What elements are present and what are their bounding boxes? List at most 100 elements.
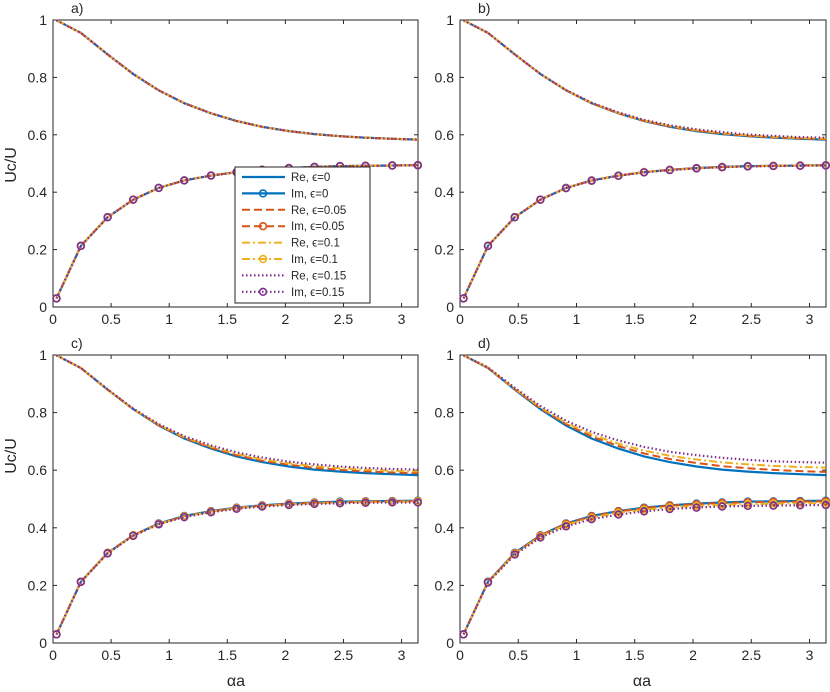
series-marker (536, 533, 545, 542)
y-tick-label: 1 (39, 12, 47, 28)
series-marker (154, 183, 163, 193)
series-marker (459, 630, 468, 639)
legend-label: Re, ϵ=0.05 (291, 205, 346, 217)
series-marker (180, 176, 189, 185)
x-tick-label: 3 (806, 647, 814, 663)
x-tick-label: 0 (456, 311, 464, 327)
panel-d: 0 0.5 1 1.5 2 2.5 3 0 0.2 0.4 0.6 0.8 1 d) (435, 335, 830, 663)
y-tick-label: 0.6 (435, 462, 455, 478)
x-tick-label: 1.5 (625, 647, 645, 663)
x-tick-label: 2 (281, 311, 289, 327)
x-tick-label: 1 (573, 311, 581, 327)
y-tick-label: 0.2 (435, 242, 455, 258)
series-line (462, 19, 826, 139)
series-marker (692, 164, 701, 173)
panel-label: a) (71, 0, 83, 16)
panel-b: 0 0.5 1 1.5 2 2.5 3 0 0.2 0.4 0.6 0.8 1 b) (435, 0, 830, 327)
y-tick-label: 1 (39, 347, 47, 363)
series-marker (587, 514, 596, 524)
series-marker (76, 577, 86, 587)
y-tick-label: 0 (39, 635, 47, 651)
y-tick-label: 0 (446, 299, 454, 315)
series-marker (310, 499, 319, 509)
x-tick-label: 3 (398, 647, 406, 663)
series-marker (510, 550, 519, 559)
legend-label: Im, ϵ=0.1 (291, 254, 338, 266)
y-tick-label: 0.4 (28, 184, 48, 200)
x-tick-label: 2 (689, 647, 697, 663)
series-line (463, 354, 826, 469)
series-marker (665, 165, 674, 175)
series-marker (587, 176, 596, 185)
x-tick-label: 1.5 (625, 311, 645, 327)
series-line (462, 164, 826, 299)
y-tick-label: 0.4 (435, 184, 455, 200)
series-marker (232, 504, 241, 513)
series-marker (795, 501, 805, 510)
y-tick-label: 1 (446, 12, 454, 28)
y-axis-label-bottom: Uc/U (3, 438, 20, 474)
series-line (55, 164, 418, 299)
series-marker (128, 531, 138, 541)
y-tick-label: 0.2 (435, 577, 455, 593)
x-tick-label: 3 (398, 311, 406, 327)
series-line (55, 354, 418, 471)
legend-label: Im, ϵ=0 (291, 188, 328, 200)
y-tick-label: 0.6 (435, 127, 455, 143)
legend-marker (258, 189, 268, 198)
x-tick-label: 0.5 (509, 311, 529, 327)
series-marker (536, 195, 545, 204)
series-line (463, 354, 826, 464)
series-marker (413, 161, 423, 170)
y-tick-label: 0.6 (28, 127, 48, 143)
series-marker (483, 241, 493, 251)
series-marker (52, 294, 61, 303)
panel-label: d) (478, 335, 490, 351)
series-line (55, 501, 418, 635)
legend-marker (258, 287, 268, 296)
y-tick-label: 0.8 (28, 405, 48, 421)
y-axis-label-top: Uc/U (3, 147, 20, 183)
series-marker (614, 510, 623, 519)
series-marker (561, 522, 571, 531)
panel-label: c) (71, 335, 83, 351)
series-marker (284, 500, 294, 510)
series-line (55, 19, 418, 141)
x-tick-label: 0.5 (101, 311, 121, 327)
series-marker (769, 501, 778, 510)
series-marker (665, 504, 674, 514)
axes-box (459, 354, 827, 644)
series-marker (103, 212, 112, 222)
series-marker (821, 500, 830, 510)
y-tick-label: 0.2 (28, 242, 48, 258)
x-tick-label: 2 (689, 311, 697, 327)
x-tick-label: 1 (165, 647, 173, 663)
series-marker (483, 578, 493, 587)
series-marker (206, 171, 216, 180)
series-marker (180, 512, 189, 522)
series-marker (361, 498, 370, 507)
series-line (462, 502, 826, 635)
x-tick-label: 0 (49, 647, 57, 663)
series-marker (821, 161, 830, 170)
series-marker (717, 163, 727, 172)
series-marker (692, 503, 701, 512)
x-tick-label: 2.5 (334, 647, 354, 663)
y-tick-label: 0.8 (435, 69, 455, 85)
series-marker (743, 501, 752, 511)
series-marker (52, 630, 61, 639)
legend-label: Im, ϵ=0.15 (291, 287, 344, 299)
y-tick-label: 0.4 (435, 520, 455, 536)
y-tick-label: 0 (39, 299, 47, 315)
y-tick-label: 0 (446, 635, 454, 651)
x-tick-label: 0 (456, 647, 464, 663)
y-tick-label: 1 (446, 347, 454, 363)
series-marker (510, 212, 519, 222)
series-marker (413, 498, 423, 507)
series-marker (614, 171, 623, 181)
x-tick-label: 1.5 (218, 647, 238, 663)
series-marker (717, 502, 727, 511)
legend-label: Im, ϵ=0.05 (291, 221, 344, 233)
legend-label: Re, ϵ=0.1 (291, 238, 340, 250)
legend: Re, ϵ=0 Im, ϵ=0 Re, ϵ=0.05 Im, ϵ=0.05 Re, ϵ=… (234, 166, 371, 304)
